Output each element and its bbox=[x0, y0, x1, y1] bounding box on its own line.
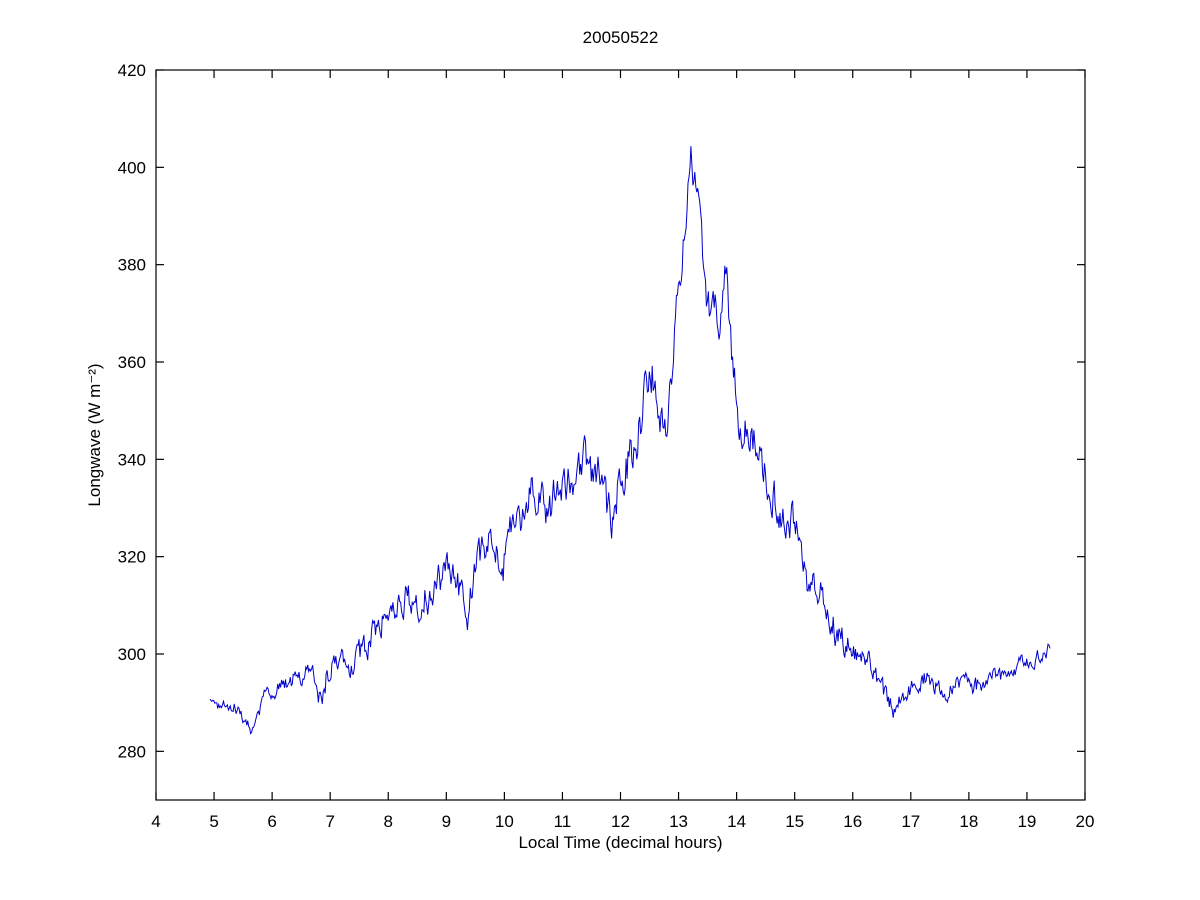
y-tick-label: 420 bbox=[118, 61, 146, 80]
y-tick-label: 360 bbox=[118, 353, 146, 372]
x-tick-label: 10 bbox=[495, 812, 514, 831]
x-tick-label: 4 bbox=[151, 812, 160, 831]
x-tick-label: 11 bbox=[554, 812, 572, 831]
x-tick-label: 7 bbox=[325, 812, 334, 831]
x-tick-label: 15 bbox=[785, 812, 804, 831]
y-tick-label: 400 bbox=[118, 158, 146, 177]
x-tick-label: 6 bbox=[267, 812, 276, 831]
x-tick-label: 17 bbox=[901, 812, 920, 831]
x-tick-label: 20 bbox=[1076, 812, 1095, 831]
chart-title: 20050522 bbox=[582, 28, 659, 47]
y-tick-label: 280 bbox=[118, 742, 146, 761]
plot-box bbox=[155, 69, 1086, 801]
x-tick-label: 14 bbox=[727, 812, 746, 831]
x-tick-label: 9 bbox=[442, 812, 451, 831]
longwave-line bbox=[209, 146, 1051, 735]
y-tick-label: 340 bbox=[118, 450, 146, 469]
x-tick-label: 5 bbox=[209, 812, 218, 831]
y-tick-label: 380 bbox=[118, 256, 146, 275]
x-tick-label: 12 bbox=[611, 812, 630, 831]
x-tick-label: 8 bbox=[384, 812, 393, 831]
x-tick-label: 16 bbox=[843, 812, 862, 831]
x-ticks: 4 5 6 7 8 9 10 11 12 13 14 15 16 17 18 19 20 bbox=[151, 70, 1094, 831]
y-ticks: 280 300 320 340 360 380 400 420 bbox=[118, 61, 1085, 761]
y-tick-label: 300 bbox=[118, 645, 146, 664]
x-tick-label: 13 bbox=[669, 812, 688, 831]
x-tick-label: 18 bbox=[959, 812, 978, 831]
x-tick-label: 19 bbox=[1017, 812, 1036, 831]
y-tick-label: 320 bbox=[118, 548, 146, 567]
x-axis-label: Local Time (decimal hours) bbox=[518, 833, 723, 852]
y-axis-label: Longwave (W m⁻²) bbox=[85, 363, 104, 507]
